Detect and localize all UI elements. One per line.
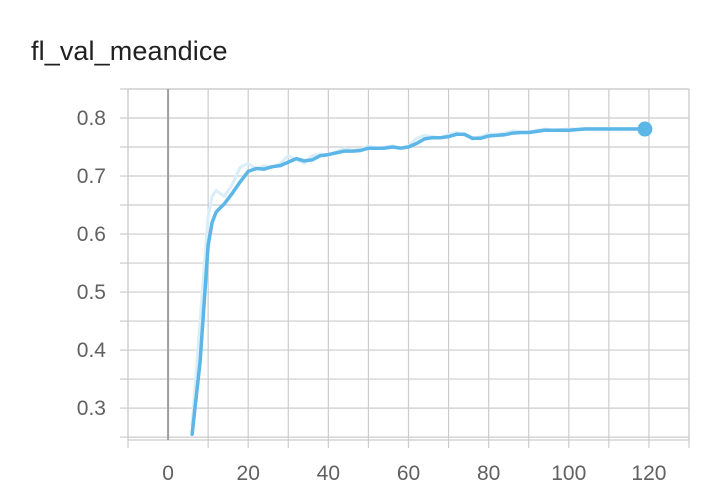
axis-ticks [120, 88, 690, 448]
chart-grid [127, 88, 690, 441]
last-point-marker [637, 121, 653, 137]
y-tick-label: 0.5 [77, 281, 106, 304]
x-tick-label: 40 [317, 462, 340, 485]
x-tick-label: 80 [477, 462, 500, 485]
y-tick-label: 0.3 [77, 397, 106, 420]
y-tick-label: 0.6 [77, 223, 106, 246]
chart-title: fl_val_meandice [31, 36, 228, 66]
y-tick-label: 0.4 [77, 339, 107, 362]
x-tick-label: 120 [631, 462, 666, 485]
chart-series [190, 121, 653, 436]
x-tick-label: 60 [397, 462, 420, 485]
x-tick-label: 20 [237, 462, 260, 485]
x-tick-label: 0 [162, 462, 174, 485]
y-tick-label: 0.7 [77, 165, 106, 188]
raw-series-line [190, 127, 651, 427]
smoothed-series-line [190, 127, 651, 436]
y-tick-label: 0.8 [77, 107, 106, 130]
x-tick-label: 100 [551, 462, 586, 485]
tick-labels: 0 20 40 60 80 100 120 0.3 0.4 0.5 0.6 0.7 0.8 [77, 107, 667, 485]
